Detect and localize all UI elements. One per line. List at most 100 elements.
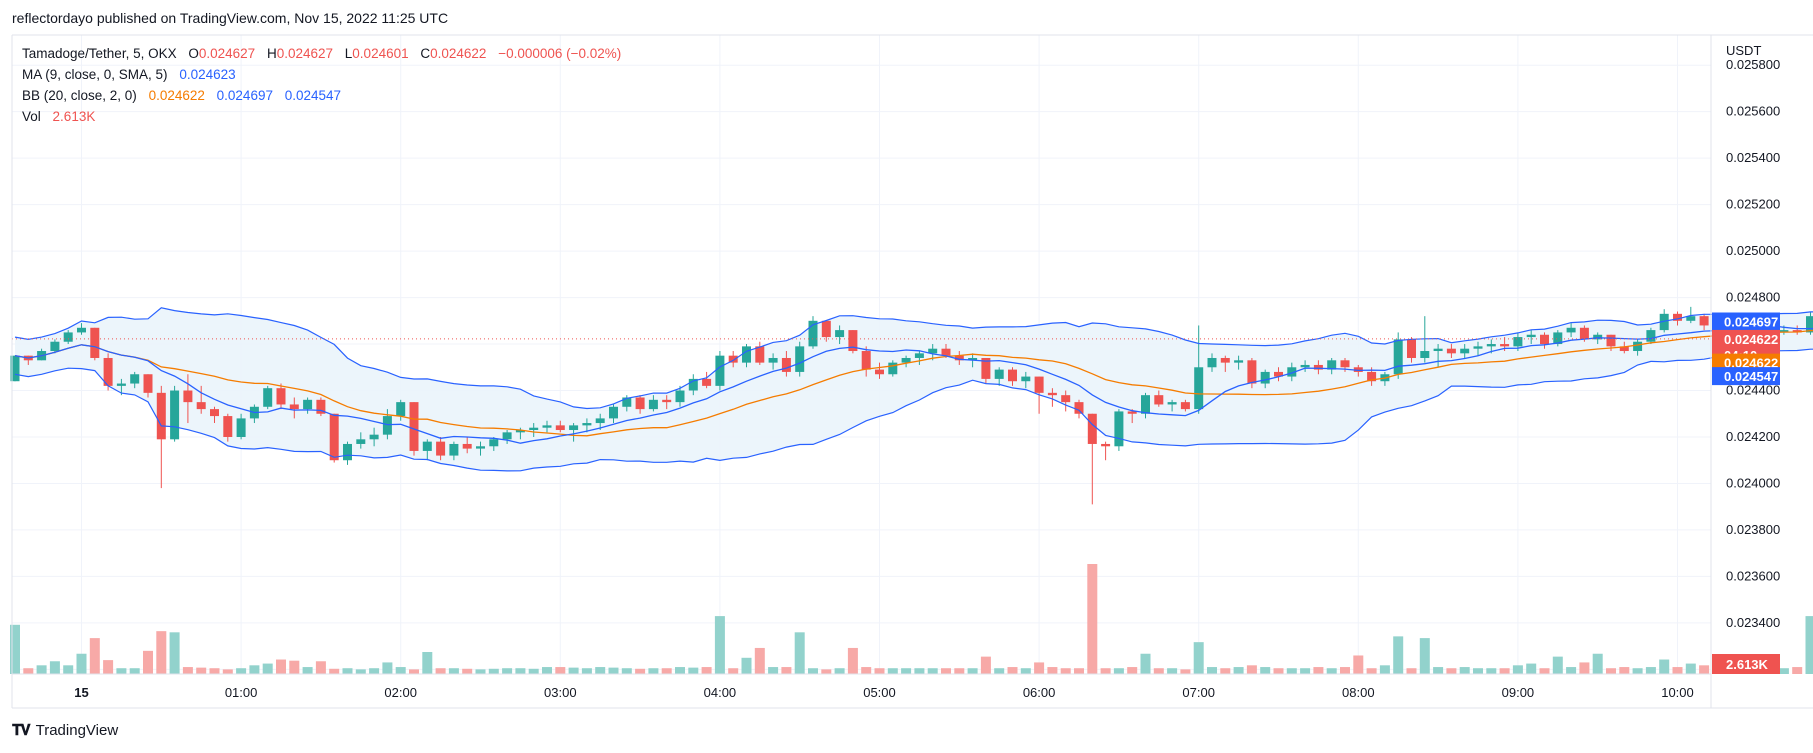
candle bbox=[343, 441, 352, 465]
candle bbox=[1220, 355, 1230, 372]
candle bbox=[755, 341, 765, 365]
candle bbox=[542, 420, 552, 433]
candle-body bbox=[781, 357, 791, 372]
time-tick-label: 04:00 bbox=[704, 685, 737, 700]
candle bbox=[156, 385, 166, 489]
ma-label: MA (9, close, 0, SMA, 5) bbox=[22, 67, 168, 82]
candle-body bbox=[954, 355, 964, 361]
price-tick-label: 0.023400 bbox=[1726, 615, 1780, 630]
volume-bar bbox=[1193, 642, 1204, 674]
candle bbox=[1633, 339, 1643, 356]
volume-bar bbox=[980, 656, 991, 674]
candle bbox=[994, 367, 1004, 386]
candle bbox=[223, 413, 233, 442]
candle bbox=[303, 397, 313, 414]
candle bbox=[821, 320, 831, 342]
candle-body bbox=[542, 425, 552, 428]
candle bbox=[529, 423, 539, 437]
volume-bar bbox=[1699, 665, 1710, 674]
candle-body bbox=[808, 320, 818, 347]
volume-bar bbox=[754, 647, 765, 674]
candle-body bbox=[130, 374, 140, 384]
candle-body bbox=[609, 406, 618, 419]
candle bbox=[170, 385, 180, 442]
candle bbox=[316, 397, 326, 417]
candle-body bbox=[1180, 402, 1190, 410]
volume-bar bbox=[714, 616, 725, 674]
candle-body bbox=[382, 416, 392, 435]
volume-bar bbox=[542, 667, 552, 674]
candle bbox=[1074, 399, 1084, 419]
candle bbox=[1313, 360, 1323, 375]
volume-bar bbox=[196, 667, 207, 674]
volume-bar bbox=[1486, 668, 1497, 674]
footer-brand[interactable]: 𝐓𝐕 TradingView bbox=[12, 722, 118, 739]
volume-bar bbox=[1180, 669, 1191, 674]
volume-bar bbox=[794, 632, 805, 674]
volume-bar bbox=[1153, 668, 1164, 674]
line-layer bbox=[12, 307, 1813, 472]
candle-body bbox=[449, 443, 459, 456]
candle-body bbox=[1500, 344, 1510, 347]
candle-body bbox=[1420, 351, 1430, 358]
legend-o-label: O bbox=[188, 46, 199, 61]
candle-body bbox=[901, 357, 911, 363]
volume-bar bbox=[1393, 636, 1404, 674]
volume-bar bbox=[1566, 667, 1577, 674]
candle-body bbox=[968, 357, 978, 361]
candle bbox=[476, 441, 485, 456]
price-tick-label: 0.025000 bbox=[1726, 243, 1780, 258]
volume-badge-label: 2.613K bbox=[1726, 657, 1769, 672]
volume-bar bbox=[1379, 665, 1390, 674]
price-badge-label: 0.024622 bbox=[1724, 356, 1778, 371]
candle bbox=[808, 316, 818, 349]
volume-bar bbox=[994, 668, 1005, 674]
volume-bar bbox=[315, 661, 326, 674]
ma-line bbox=[14, 324, 1813, 444]
candle-body bbox=[821, 320, 831, 338]
candle bbox=[130, 371, 140, 389]
candle-body bbox=[994, 369, 1004, 379]
volume-bar bbox=[1433, 667, 1444, 674]
vol-value: 2.613K bbox=[53, 109, 96, 124]
volume-bar bbox=[914, 668, 925, 674]
candle-body bbox=[210, 409, 219, 417]
volume-bar bbox=[182, 667, 193, 674]
volume-bar bbox=[355, 669, 366, 674]
candle-body bbox=[835, 330, 845, 338]
candle-body bbox=[688, 378, 698, 391]
candle-body bbox=[1274, 371, 1283, 377]
volume-bar bbox=[688, 667, 699, 674]
volume-bar bbox=[329, 668, 340, 674]
candle-body bbox=[409, 402, 419, 451]
candle-body bbox=[236, 418, 246, 437]
candle bbox=[77, 323, 86, 335]
volume-bar bbox=[342, 668, 353, 674]
bb-layer bbox=[15, 307, 1813, 471]
candle-body bbox=[582, 423, 592, 426]
candle bbox=[1327, 357, 1337, 375]
candle-body bbox=[595, 418, 605, 424]
candle bbox=[861, 346, 871, 377]
candle-body bbox=[529, 427, 539, 431]
legend-line-ma: MA (9, close, 0, SMA, 5) 0.024623 bbox=[22, 67, 236, 82]
candle-body bbox=[981, 357, 991, 379]
candle-body bbox=[103, 357, 113, 386]
volume-bar bbox=[1805, 616, 1813, 674]
candle-body bbox=[622, 397, 632, 407]
volume-bar bbox=[1246, 665, 1257, 674]
volume-bar bbox=[1499, 668, 1510, 674]
volume-bar bbox=[475, 669, 486, 674]
candle-body bbox=[569, 425, 579, 431]
volume-bar bbox=[1526, 663, 1537, 674]
volume-bar bbox=[1672, 667, 1683, 674]
volume-bar bbox=[1326, 668, 1337, 674]
candle-body bbox=[675, 390, 685, 403]
candle-body bbox=[1699, 316, 1709, 326]
candle-body bbox=[1074, 402, 1084, 414]
candle-body bbox=[276, 388, 286, 405]
candle bbox=[1433, 344, 1443, 368]
chart[interactable]: 0.025800 0.025600 0.025400 0.025200 0.025000… bbox=[0, 0, 1813, 710]
candle bbox=[848, 330, 858, 354]
candle-body bbox=[50, 341, 60, 352]
